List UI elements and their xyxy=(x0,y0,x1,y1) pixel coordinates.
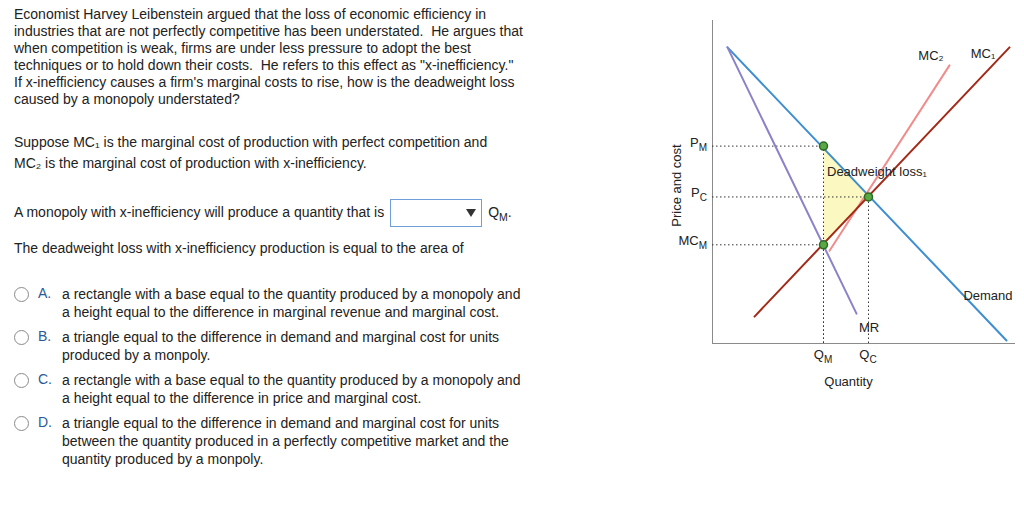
svg-text:MR: MR xyxy=(859,320,879,335)
html-text:when competition is weak, firm: when competition is weak, firms are unde… xyxy=(14,40,471,56)
svg-text:PM: PM xyxy=(690,135,707,152)
svg-text:Price and cost: Price and cost xyxy=(669,144,684,227)
html-text:Economist Harvey Leibenstein a: Economist Harvey Leibenstein argued that… xyxy=(14,6,487,22)
html-text:A monopoly with x-inefficiency: A monopoly with x-inefficiency will prod… xyxy=(14,204,385,220)
svg-text:QC: QC xyxy=(859,347,876,364)
html-text:C.: C. xyxy=(38,371,52,387)
html-text:A.: A. xyxy=(38,285,52,301)
html-text:a rectangle with a base equal: a rectangle with a base equal to the qua… xyxy=(62,286,521,320)
html-text:a triangle equal to the differ: a triangle equal to the difference in de… xyxy=(62,415,509,467)
svg-text:MC₁: MC₁ xyxy=(971,46,996,61)
svg-text:MCM: MCM xyxy=(678,234,707,251)
svg-text:Demand: Demand xyxy=(963,288,1012,303)
svg-text:MC₂: MC₂ xyxy=(918,48,943,63)
html-text:caused by a monopoly understat: caused by a monopoly understated? xyxy=(14,91,240,107)
svg-text:Quantity: Quantity xyxy=(824,374,873,389)
html-text:MC₂ is the marginal cost of pr: MC₂ is the marginal cost of production w… xyxy=(14,155,367,171)
html-text:Suppose MC₁ is the marginal co: Suppose MC₁ is the marginal cost of prod… xyxy=(14,134,488,150)
html-text:B.: B. xyxy=(38,328,52,344)
svg-text:PC: PC xyxy=(691,186,707,203)
html-text:techniques or to hold down the: techniques or to hold down their costs. … xyxy=(14,57,514,73)
html-text:a rectangle with a base equal: a rectangle with a base equal to the qua… xyxy=(62,372,521,406)
html-text:The deadweight loss with x-ine: The deadweight loss with x-inefficiency … xyxy=(14,240,464,256)
html-text:QM.: QM. xyxy=(488,204,512,223)
html-text:industries that are not perfec: industries that are not perfectly compet… xyxy=(14,23,523,39)
svg-text:QM: QM xyxy=(814,347,832,364)
html-text:a triangle equal to the differ: a triangle equal to the difference in de… xyxy=(62,329,500,363)
html-text:If x-inefficiency causes a fir: If x-inefficiency causes a firm's margin… xyxy=(14,74,515,90)
html-text:D.: D. xyxy=(38,414,52,430)
svg-text:Deadweight loss₁: Deadweight loss₁ xyxy=(827,164,927,179)
